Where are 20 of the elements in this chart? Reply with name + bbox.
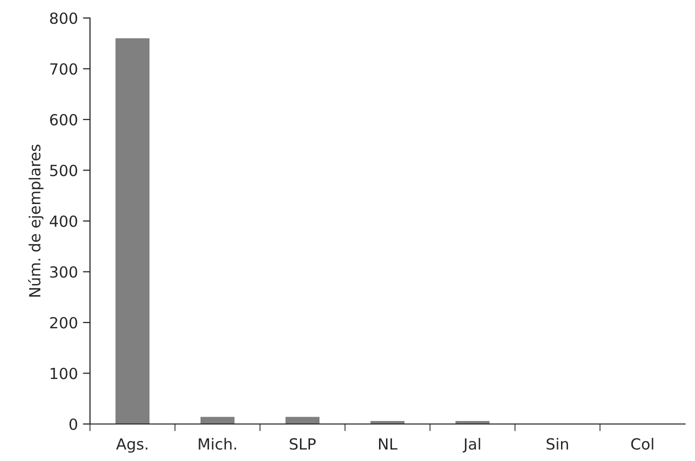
y-tick-label: 700 (50, 63, 78, 75)
bar (286, 416, 320, 424)
bar (116, 38, 150, 424)
y-tick-label: 800 (50, 12, 78, 24)
y-tick-label: 400 (50, 215, 78, 228)
x-tick-label: NL (379, 438, 398, 450)
y-tick-label: 300 (50, 266, 78, 278)
x-tick-label: Sin (546, 438, 568, 450)
x-tick-label: Col (631, 438, 654, 450)
y-tick-label: 600 (50, 114, 78, 126)
y-tick-label: 500 (50, 164, 78, 176)
y-axis-title: Núm. de ejemplares (28, 144, 44, 297)
x-tick-label: Mich. (198, 438, 236, 450)
y-tick-label: 100 (50, 368, 78, 380)
y-tick-label: 200 (50, 316, 78, 329)
x-tick-label: Ags. (116, 438, 148, 453)
x-tick-label: Jal (462, 438, 480, 453)
bar (200, 416, 234, 424)
x-tick-label: SLP (290, 438, 316, 450)
y-tick-label: 0 (69, 418, 78, 430)
